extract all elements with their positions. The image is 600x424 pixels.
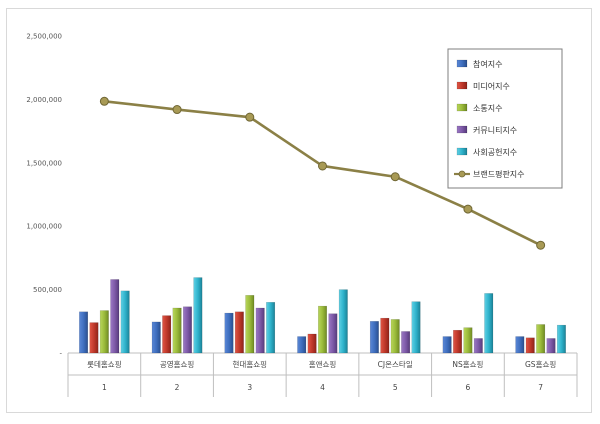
- legend-entry: 커뮤니티지수: [473, 125, 517, 135]
- bar-사회공헌지수: [556, 324, 566, 354]
- bar-커뮤니티지수: [183, 306, 192, 354]
- x-rank-label: 1: [102, 383, 107, 392]
- bar-사회공헌지수: [484, 293, 494, 354]
- bar-참여지수: [442, 336, 452, 354]
- x-rank-label: 5: [393, 383, 398, 392]
- bar-참여지수: [297, 336, 307, 354]
- line-point: [463, 204, 473, 214]
- y-tick-label: 1,000,000: [26, 223, 62, 231]
- bar-참여지수: [151, 321, 161, 354]
- bar-사회공헌지수: [338, 289, 348, 354]
- x-rank-label: 7: [538, 383, 543, 392]
- bar-커뮤니티지수: [328, 313, 338, 354]
- x-rank-label: 4: [320, 383, 325, 392]
- bar-소통지수: [245, 295, 255, 354]
- brand-reputation-chart: - 500,000 1,000,000 1,500,000 2,000,000 2,500…: [26, 33, 578, 397]
- bar-미디어지수: [234, 311, 244, 354]
- bar-커뮤니티지수: [401, 331, 411, 354]
- line-point: [172, 105, 182, 115]
- bar-커뮤니티지수: [255, 307, 265, 354]
- legend-swatch: [456, 125, 468, 134]
- legend-swatch: [456, 59, 468, 68]
- line-point: [245, 112, 255, 122]
- legend-entry: 미디어지수: [473, 81, 510, 91]
- y-tick-label: 2,500,000: [26, 33, 62, 41]
- bar-소통지수: [172, 307, 182, 354]
- bar-커뮤니티지수: [110, 279, 120, 354]
- legend-swatch: [456, 103, 468, 112]
- x-category-label: 공영홈쇼핑: [160, 359, 195, 369]
- line-point: [318, 161, 327, 171]
- bar-참여지수: [515, 336, 525, 354]
- x-category-label: GS홈쇼핑: [525, 359, 556, 369]
- line-point: [536, 240, 546, 250]
- bar-소통지수: [536, 324, 546, 354]
- x-category-label: 롯데홈쇼핑: [87, 359, 122, 369]
- y-tick-label: 1,500,000: [26, 159, 62, 167]
- bar-소통지수: [318, 305, 327, 354]
- bar-미디어지수: [380, 317, 390, 354]
- bar-미디어지수: [89, 322, 99, 354]
- bar-소통지수: [390, 319, 400, 354]
- bar-미디어지수: [307, 333, 317, 354]
- y-tick-label: 500,000: [33, 286, 62, 294]
- bar-참여지수: [79, 311, 89, 354]
- legend-swatch-marker: [458, 170, 466, 178]
- line-point: [99, 96, 109, 106]
- x-category-label: CJ온스타일: [378, 360, 413, 369]
- legend-entry: 참여지수: [473, 59, 502, 69]
- x-category-label: NS홈쇼핑: [452, 359, 483, 369]
- bar-참여지수: [224, 312, 234, 354]
- x-category-label: 홈앤쇼핑: [309, 359, 337, 369]
- legend-box: [447, 48, 563, 189]
- x-rank-label: 6: [466, 383, 471, 392]
- bar-미디어지수: [162, 315, 172, 354]
- bar-미디어지수: [453, 329, 462, 354]
- bar-커뮤니티지수: [473, 338, 483, 354]
- bar-미디어지수: [525, 337, 535, 354]
- bar-사회공헌지수: [266, 302, 276, 354]
- legend-swatch: [456, 147, 468, 156]
- chart-frame: - 500,000 1,000,000 1,500,000 2,000,000 2,500…: [6, 8, 592, 413]
- x-rank-label: 2: [175, 383, 180, 392]
- x-rank-label: 3: [247, 383, 252, 392]
- bar-커뮤니티지수: [546, 338, 556, 354]
- legend-entry: 사회공헌지수: [473, 148, 517, 157]
- bar-소통지수: [463, 327, 473, 354]
- legend-swatch: [456, 81, 468, 90]
- bar-참여지수: [369, 321, 379, 354]
- x-category-label: 현대홈쇼핑: [233, 359, 268, 369]
- bar-사회공헌지수: [411, 301, 421, 354]
- legend-entry: 소통지수: [473, 104, 502, 113]
- y-tick-label: 2,000,000: [26, 96, 62, 104]
- y-tick-label: -: [59, 350, 62, 358]
- legend-entry: 브랜드평판지수: [473, 169, 525, 179]
- bar-사회공헌지수: [120, 290, 130, 354]
- line-point: [390, 172, 400, 182]
- bar-사회공헌지수: [193, 277, 203, 354]
- bar-소통지수: [99, 310, 109, 354]
